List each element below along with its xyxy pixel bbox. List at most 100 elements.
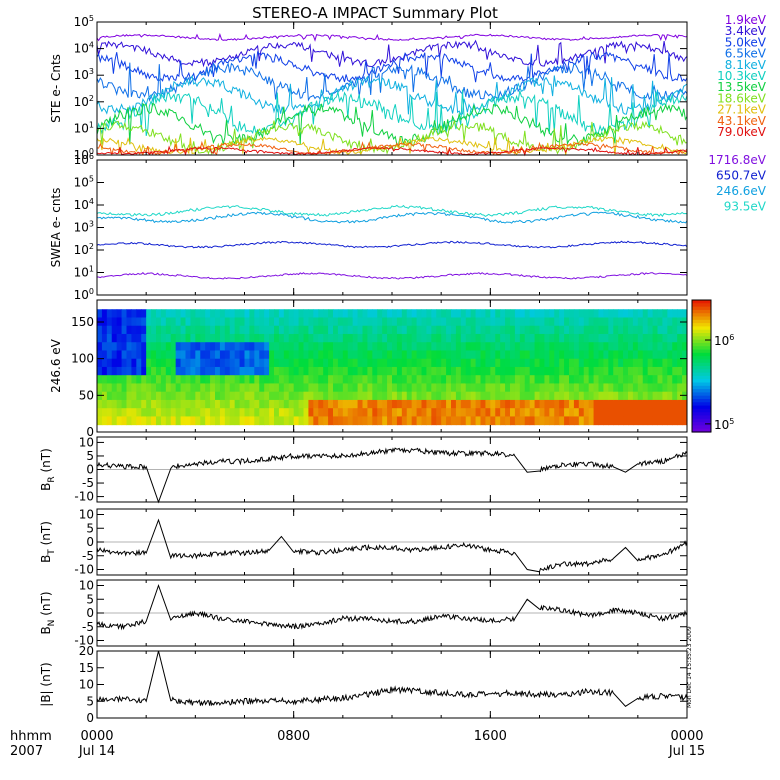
spectrogram-cell [510, 358, 516, 368]
spectrogram-cell [519, 408, 526, 417]
spectrogram-cell [362, 342, 368, 351]
spectrogram-cell [210, 317, 216, 327]
spectrogram-cell [141, 342, 147, 351]
y-tick-label: 104 [74, 41, 94, 56]
spectrogram-cell [593, 391, 599, 401]
spectrogram-cell [362, 358, 368, 368]
spectrogram-cell [652, 350, 658, 360]
spectrogram-cell [559, 366, 565, 376]
spectrogram-cell [578, 366, 585, 376]
legend-entry: 1.9keV [725, 13, 767, 27]
spectrogram-cell [578, 416, 585, 426]
spectrogram-cell [593, 342, 599, 351]
spectrogram-cell [628, 408, 634, 417]
spectrogram-cell [229, 309, 236, 318]
spectrogram-cell [593, 366, 599, 376]
spectrogram-cell [460, 408, 467, 417]
spectrogram-cell [278, 383, 285, 393]
spectrogram-cell [426, 325, 432, 335]
legend-entry: 13.5keV [717, 80, 767, 94]
spectrogram-cell [121, 383, 127, 393]
spectrogram-cell [593, 399, 599, 409]
spectrogram-cell [519, 366, 526, 376]
spectrogram-cell [539, 317, 545, 327]
panel-frame [96, 159, 688, 296]
spectrogram-cell [524, 325, 531, 335]
spectrogram-cell [455, 358, 462, 368]
spectrogram-cell [313, 333, 319, 343]
spectrogram-cell [682, 375, 688, 384]
spectrogram-cell [313, 383, 319, 393]
spectrogram-cell [451, 317, 457, 327]
spectrogram-cell [264, 366, 270, 376]
spectrogram-cell [436, 391, 442, 401]
spectrogram-cell [328, 366, 334, 376]
spectrogram-cell [672, 375, 678, 384]
spectrogram-cell [382, 399, 388, 409]
spectrogram-cell [219, 350, 226, 360]
spectrogram-cell [534, 391, 540, 401]
spectrogram-cell [141, 358, 147, 368]
spectrogram-cell [254, 383, 260, 393]
spectrogram-cell [165, 366, 172, 376]
spectrogram-cell [175, 366, 182, 376]
spectrogram-cell [274, 342, 280, 351]
spectrogram-cell [677, 358, 683, 368]
spectrogram-cell [377, 317, 383, 327]
colorbar-band [692, 319, 711, 324]
spectrogram-cell [318, 350, 324, 360]
spectrogram-cell [229, 408, 236, 417]
spectrogram-cell [318, 333, 324, 343]
spectrogram-cell [136, 366, 142, 376]
spectrogram-cell [283, 366, 290, 376]
spectrogram-cell [342, 317, 349, 327]
spectrogram-cell [510, 375, 516, 384]
spectrogram-cell [156, 366, 162, 376]
spectrogram-cell [524, 309, 531, 318]
spectrogram-cell [637, 350, 644, 360]
spectrogram-cell [372, 383, 378, 393]
spectrogram-cell [205, 408, 211, 417]
spectrogram-cell [411, 317, 418, 327]
spectrogram-cell [465, 399, 472, 409]
spectrogram-cell [244, 391, 250, 401]
spectrogram-cell [377, 408, 383, 417]
spectrogram-cell [642, 317, 649, 327]
spectrogram-cell [672, 317, 678, 327]
spectrogram-cell [318, 383, 324, 393]
spectrogram-cell [175, 375, 182, 384]
spectrogram-cell [514, 399, 521, 409]
spectrogram-cell [662, 416, 668, 426]
spectrogram-cell [298, 317, 304, 327]
spectrogram-cell [578, 358, 585, 368]
spectrogram-cell [652, 383, 658, 393]
legend-entry: 6.5keV [725, 47, 767, 61]
spectrogram-cell [396, 333, 403, 343]
spectrogram-cell [126, 375, 132, 384]
spectrogram-cell [544, 333, 550, 343]
spectrogram-cell [224, 317, 231, 327]
spectrogram-cell [328, 399, 334, 409]
spectrogram-cell [677, 399, 683, 409]
spectrogram-cell [465, 333, 472, 343]
spectrogram-cell [475, 358, 481, 368]
legend-entry: 18.6keV [717, 91, 767, 105]
spectrogram-cell [460, 325, 467, 335]
spectrogram-cell [288, 342, 295, 351]
spectrogram-cell [347, 342, 354, 351]
spectrogram-cell [224, 399, 231, 409]
spectrogram-cell [200, 317, 206, 327]
spectrogram-cell [121, 342, 127, 351]
spectrogram-cell [106, 383, 113, 393]
spectrogram-cell [416, 325, 422, 335]
spectrogram-cell [524, 375, 531, 384]
spectrogram-cell [608, 325, 614, 335]
spectrogram-cell [342, 325, 349, 335]
colorbar-band [692, 329, 711, 334]
spectrogram-cell [613, 383, 619, 393]
spectrogram-cell [608, 309, 614, 318]
spectrogram-cell [529, 309, 536, 318]
spectrogram-cell [549, 325, 555, 335]
spectrogram-cell [554, 399, 560, 409]
